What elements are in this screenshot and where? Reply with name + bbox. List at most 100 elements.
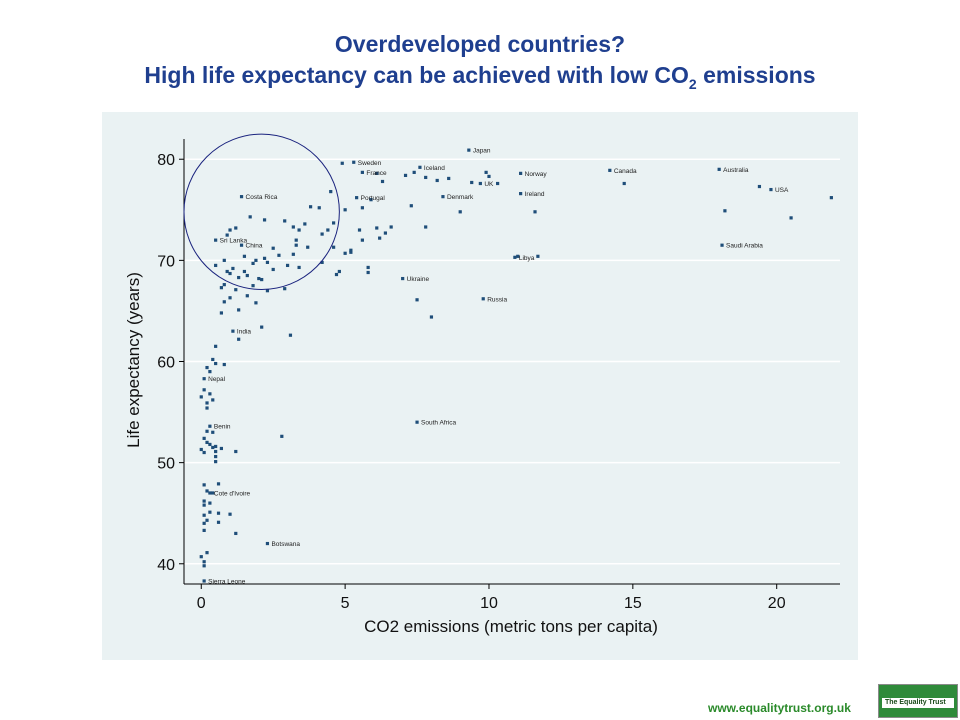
data-point: [245, 273, 249, 278]
data-point: [211, 398, 215, 402]
data-point: [225, 233, 229, 237]
y-tick-label: 40: [157, 557, 175, 574]
data-point: [211, 357, 215, 362]
data-point: [308, 205, 313, 209]
y-tick-label: 50: [157, 456, 175, 473]
labeled-data-point: [415, 420, 419, 424]
labeled-data-point: [208, 491, 212, 495]
data-point: [283, 219, 287, 223]
data-point: [211, 445, 215, 450]
data-point: [214, 460, 218, 464]
data-point: [360, 238, 364, 242]
data-point: [349, 248, 353, 252]
data-point: [280, 434, 284, 438]
data-point: [303, 222, 307, 226]
data-point: [458, 210, 462, 214]
data-point: [208, 510, 212, 514]
data-point: [260, 277, 264, 282]
data-point: [211, 430, 215, 434]
point-label: Canada: [614, 168, 637, 175]
data-point: [228, 271, 232, 276]
data-point: [277, 253, 281, 257]
data-point: [214, 344, 218, 348]
data-point: [343, 208, 347, 212]
scatter-plot: 40 50 60 70 80 0 5 10 15 20 Japan Sweden Iceland Fra…: [102, 112, 858, 660]
data-point: [208, 392, 212, 396]
data-point: [317, 206, 321, 210]
point-label: Saudi Arabia: [726, 243, 763, 250]
data-point: [202, 450, 206, 455]
data-point: [516, 254, 520, 258]
data-point: [214, 361, 218, 366]
data-point: [214, 454, 218, 459]
labeled-data-point: [720, 243, 724, 247]
y-tick-label: 60: [157, 355, 175, 372]
data-point: [383, 231, 388, 235]
data-point: [257, 276, 261, 281]
point-label: Costa Rica: [246, 194, 278, 201]
data-point: [202, 436, 206, 440]
data-point: [222, 283, 226, 287]
labeled-data-point: [202, 579, 206, 583]
data-point: [484, 170, 488, 174]
data-point: [225, 269, 229, 274]
point-label: Sweden: [358, 160, 382, 167]
website-url[interactable]: www.equalitytrust.org.uk: [708, 701, 851, 715]
labeled-data-point: [214, 238, 218, 242]
labeled-data-point: [202, 377, 206, 381]
point-label: Russia: [487, 296, 507, 303]
data-point: [326, 228, 330, 232]
data-point: [380, 179, 385, 184]
point-label: USA: [775, 187, 789, 194]
chart-title-line2: High life expectancy can be achieved wit…: [0, 62, 960, 92]
data-point: [202, 560, 206, 564]
data-point: [214, 263, 218, 268]
logo-text: The Equality Trust: [885, 699, 946, 706]
data-point: [205, 401, 209, 405]
chart-title-line2-end: emissions: [696, 62, 816, 88]
data-point: [297, 265, 301, 270]
data-point: [412, 170, 416, 174]
data-point: [254, 301, 258, 305]
labeled-data-point: [265, 541, 270, 546]
data-point: [297, 228, 301, 232]
data-point: [205, 551, 209, 555]
data-point: [536, 254, 540, 258]
data-point: [237, 308, 241, 312]
point-labels: Japan Sweden Iceland France Norway Canada Aust…: [208, 148, 789, 586]
data-point: [283, 287, 287, 291]
data-point: [222, 300, 226, 304]
data-point: [202, 513, 206, 517]
data-point: [291, 252, 295, 256]
point-label: Portugal: [361, 195, 386, 202]
data-point: [251, 261, 255, 265]
data-point: [228, 228, 232, 232]
data-point: [242, 269, 247, 274]
data-point: [332, 245, 336, 249]
data-point: [205, 489, 209, 493]
x-tick-label: 5: [341, 595, 350, 612]
data-point: [265, 260, 270, 264]
data-point: [216, 520, 221, 524]
data-point: [369, 198, 373, 202]
point-label: Benin: [214, 424, 231, 431]
data-point: [199, 395, 203, 399]
data-point: [343, 251, 347, 255]
data-point: [216, 482, 221, 486]
data-point: [340, 161, 344, 165]
point-label: Libya: [519, 255, 535, 262]
data-point: [487, 174, 491, 179]
data-point: [789, 216, 793, 220]
labeled-data-point: [481, 297, 485, 301]
data-point: [349, 250, 353, 254]
data-point: [260, 325, 264, 329]
data-point: [375, 226, 379, 230]
data-point: [447, 176, 451, 181]
data-point: [202, 564, 206, 568]
data-point: [424, 175, 428, 180]
labeled-data-point: [239, 195, 244, 199]
data-point: [234, 449, 238, 454]
labeled-data-point: [231, 329, 235, 333]
data-point: [294, 243, 298, 247]
grid-lines: [184, 158, 840, 565]
